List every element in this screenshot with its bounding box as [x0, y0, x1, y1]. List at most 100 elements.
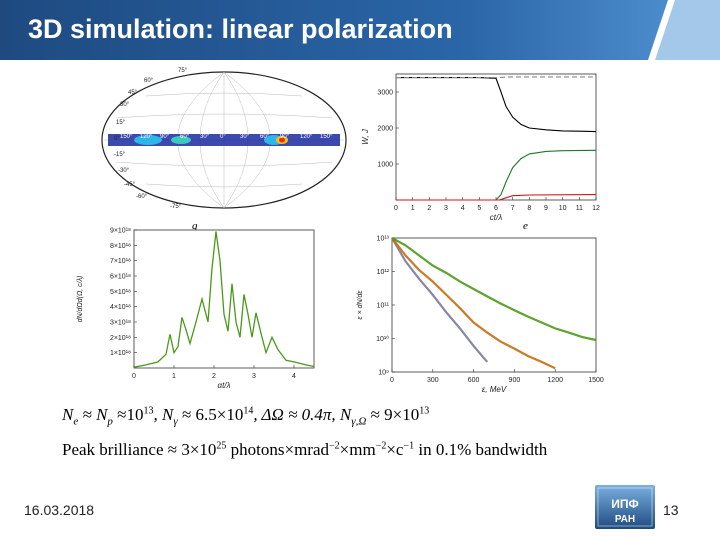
lat-label: 75°	[178, 68, 188, 74]
x-tick-label: 6	[494, 205, 498, 212]
x-tick-label: 8	[527, 205, 531, 212]
y-tick-label: 3×10¹⁸	[110, 320, 131, 327]
brilliance-units: photons×mrad	[230, 440, 330, 459]
page-number: 13	[663, 502, 679, 518]
y-tick-label: 10¹³	[377, 236, 390, 243]
lat-label: 15°	[116, 120, 126, 126]
lon-label: 0°	[220, 134, 226, 140]
x-tick-label: 3	[444, 205, 448, 212]
x-tick-label: 300	[427, 377, 439, 384]
formula-line-2: Peak brilliance ≈ 3×1025 photons×mrad−2×…	[62, 440, 547, 460]
formula-ne: N	[62, 405, 74, 424]
lat-label: 30°	[120, 102, 130, 108]
lon-label: 90°	[160, 134, 170, 140]
y-tick-label: 1×10¹⁸	[110, 350, 131, 357]
y-tick-label: 10¹⁰	[376, 335, 389, 343]
y-tick-label: 9×10¹⁸	[110, 228, 131, 235]
formula-val1: ≈10	[117, 405, 144, 424]
brilliance-exp2: −2	[329, 440, 340, 452]
formula-gamma-sub: γ	[173, 415, 178, 428]
x-tick-label: 3	[252, 373, 256, 380]
lat-label: 60°	[144, 78, 154, 84]
slide-date: 16.03.2018	[24, 502, 95, 518]
lon-label: 150°	[320, 134, 333, 140]
y-tick-label: 4×10¹⁸	[110, 304, 131, 311]
series-line-1	[391, 237, 556, 370]
lat-label: -45°	[124, 182, 136, 188]
x-tick-label: 5	[477, 205, 481, 212]
lon-label: 60°	[260, 134, 270, 140]
formula-val3-exp: 13	[419, 405, 430, 417]
panel-label-g: g	[192, 220, 198, 232]
institute-logo: ИПФ РАН	[594, 484, 656, 530]
y-tick-label: 10¹¹	[377, 303, 390, 310]
lon-label: 120°	[300, 134, 313, 140]
y-tick-label: 2×10¹⁸	[110, 335, 131, 342]
x-axis-label: ε, MeV	[482, 385, 507, 394]
formula-ne-sub: e	[73, 415, 79, 428]
y-axis-label: dN/dΩd(Ω, c/λ)	[77, 276, 84, 323]
formula-ngo-sub: γ,Ω	[351, 415, 367, 428]
x-tick-label: 0	[394, 205, 398, 212]
hotspot-1	[134, 135, 162, 145]
svg-text:РАН: РАН	[615, 514, 635, 525]
y-tick-label: 2000	[377, 126, 393, 133]
lon-label: 30°	[200, 134, 210, 140]
formula-domega: , ΔΩ ≈ 0.4π, N	[253, 405, 352, 424]
x-tick-label: 900	[509, 377, 521, 384]
hotspot-peak	[279, 137, 285, 143]
formula-approx-np: ≈ N	[82, 405, 108, 424]
x-tick-label: 12	[592, 205, 600, 212]
slide-title: 3D simulation: linear polarization	[28, 14, 453, 44]
lat-label: 45°	[128, 90, 138, 96]
y-tick-label: 6×10¹⁸	[110, 274, 131, 281]
lon-label: 120°	[140, 134, 153, 140]
series-line-2	[396, 149, 597, 201]
lat-label: -75°	[170, 204, 182, 210]
y-tick-label: 10⁹	[378, 370, 389, 377]
x-tick-label: 11	[576, 205, 583, 212]
series-line-2	[391, 237, 489, 363]
series-line-0	[391, 237, 597, 342]
title-bar: 3D simulation: linear polarization	[0, 0, 720, 62]
x-tick-label: 1	[172, 373, 176, 380]
x-axis-label: ct/λ	[490, 213, 502, 222]
svg-text:ИПФ: ИПФ	[611, 497, 639, 511]
lon-label: 60°	[180, 134, 190, 140]
y-tick-label: 1000	[377, 162, 393, 169]
x-tick-label: 10	[559, 205, 567, 212]
x-tick-label: 7	[511, 205, 515, 212]
formula-val1-exp: 13	[143, 405, 154, 417]
angular-distribution-chart: 75° 60° 45° 30° 15° 0° -15° -30° -45°-60° -75° 150…	[101, 68, 347, 210]
lat-label: -60°	[136, 194, 148, 200]
y-axis-label: W, J	[361, 128, 370, 145]
x-tick-label: 9	[544, 205, 548, 212]
x-tick-label: 1	[411, 205, 415, 212]
x-tick-label: 0	[132, 373, 136, 380]
x-axis-label: αt/λ	[218, 381, 231, 390]
x-tick-label: 2	[427, 205, 431, 212]
series-line-0	[133, 231, 315, 368]
x-tick-label: 2	[212, 373, 216, 380]
brilliance-prefix: Peak brilliance ≈ 3×10	[62, 440, 217, 459]
energy-panel: 0 1 2 3 4 5 6 7 8 9 10 11 12 1000 2000 3000 ct/λ W, J	[358, 66, 608, 232]
lon-label: 150°	[120, 134, 133, 140]
brilliance-c: ×c	[386, 440, 404, 459]
plot-frame	[395, 73, 597, 201]
x-tick-label: 600	[468, 377, 480, 384]
y-tick-label: 7×10¹⁸	[110, 258, 131, 265]
lon-label: 90°	[280, 134, 290, 140]
series-line-0	[396, 77, 597, 133]
lon-label: 30°	[240, 134, 250, 140]
x-tick-label: 4	[461, 205, 465, 212]
x-tick-label: 1200	[547, 377, 563, 384]
brilliance-exp3: −2	[375, 440, 387, 452]
formula-val3: ≈ 9×10	[370, 405, 420, 424]
institute-logo-graphic: ИПФ РАН	[595, 485, 655, 529]
x-tick-label: 4	[292, 373, 296, 380]
brilliance-exp1: 25	[216, 440, 227, 452]
y-tick-label: 3000	[377, 90, 393, 97]
formula-val2-exp: 14	[243, 405, 254, 417]
spectrum-chart: 0 1 2 3 4 1×10¹⁸ 2×10¹⁸ 3×10¹⁸ 4×10¹⁸ 5×10¹⁸ 6×10¹…	[77, 228, 315, 390]
